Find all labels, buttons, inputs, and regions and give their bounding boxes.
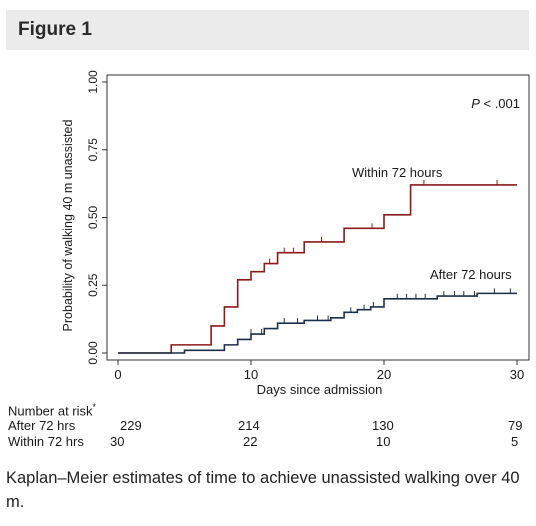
risk-after-day10: 214: [238, 418, 260, 433]
risk-after-day20: 130: [372, 418, 394, 433]
p-value-text: < .001: [480, 96, 520, 111]
y-tick-label: 0.00: [86, 341, 100, 365]
figure-caption: Kaplan–Meier estimates of time to achiev…: [6, 469, 520, 511]
risk-row-label-after: After 72 hrs: [8, 418, 76, 433]
risk-table-header-text: Number at risk: [8, 403, 93, 419]
y-tick-label: 0.50: [86, 205, 100, 229]
p-value-annotation: P < .001: [471, 96, 520, 111]
risk-table-header-mark: *: [92, 402, 97, 412]
risk-within-day10: 22: [243, 434, 258, 449]
x-tick-label: 0: [114, 367, 121, 382]
risk-after-day0: 229: [120, 418, 142, 433]
y-tick-label: 0.25: [86, 273, 100, 297]
survival-curve-within-72h: [118, 184, 517, 354]
x-axis-title: Days since admission: [257, 382, 383, 397]
y-axis-title: Probability of walking 40 m unassisted: [61, 119, 75, 331]
kaplan-meier-chart: 0.00 0.25 0.50 0.75 1.00 0 10 20 30 Days since ad…: [61, 70, 530, 397]
risk-within-day0: 30: [110, 434, 125, 449]
risk-table-header: Number at risk*: [8, 402, 96, 418]
risk-row-label-within: Within 72 hrs: [8, 434, 84, 449]
x-tick-label: 10: [244, 367, 258, 382]
p-value-symbol: P: [471, 96, 480, 111]
figure-label: Figure 1: [18, 19, 92, 40]
series-label-after-72h: After 72 hours: [430, 267, 512, 282]
x-tick-label: 20: [377, 367, 391, 382]
risk-after-day30: 79: [508, 418, 523, 433]
risk-within-day20: 10: [376, 434, 391, 449]
survival-curve-after-72h: [118, 292, 517, 354]
y-tick-label: 0.75: [86, 138, 100, 162]
figure-header-bar: [6, 10, 529, 50]
x-tick-label: 30: [510, 367, 524, 382]
y-tick-label: 1.00: [86, 70, 100, 94]
risk-within-day30: 5: [511, 434, 519, 449]
series-label-within-72h: Within 72 hours: [352, 165, 443, 180]
